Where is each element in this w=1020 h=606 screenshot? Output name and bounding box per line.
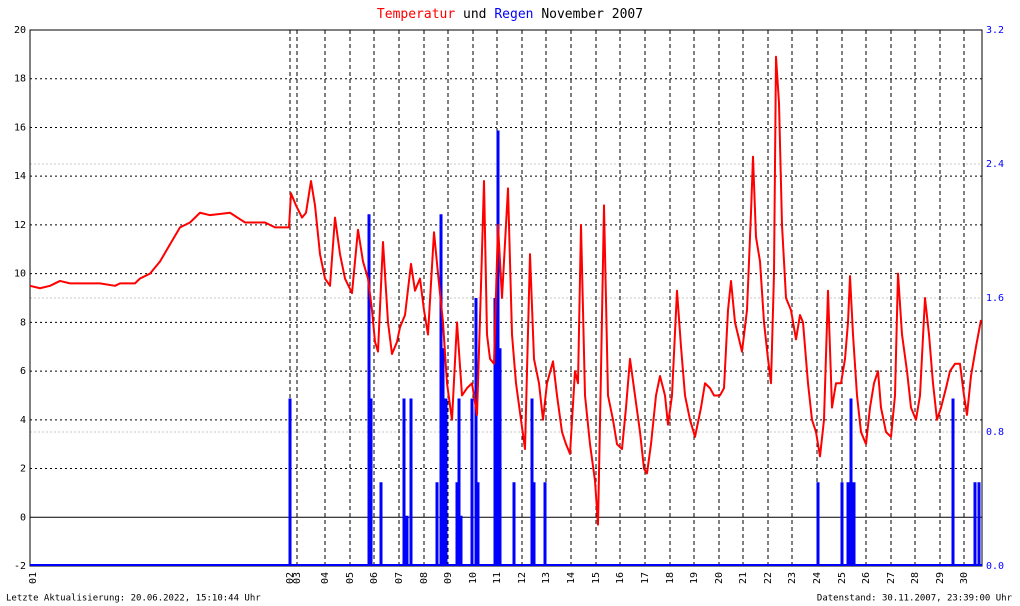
footer-right: Datenstand: 30.11.2007, 23:39:00 Uhr xyxy=(817,594,1013,604)
rain-bar xyxy=(435,482,439,566)
chart-title: Temperatur und Regen November 2007 xyxy=(377,7,643,22)
y-tick-label: 2 xyxy=(20,464,26,475)
y-tick-label: 6 xyxy=(20,366,26,377)
rain-bar xyxy=(543,482,547,566)
rain-bar xyxy=(369,398,373,566)
rain-bar xyxy=(512,482,516,566)
y2-tick-label: 2.4 xyxy=(986,159,1004,170)
rain-bar xyxy=(444,398,448,566)
x-tick-label: 30 xyxy=(959,572,970,584)
title-part: Temperatur xyxy=(377,7,455,22)
x-tick-label: 19 xyxy=(689,572,700,584)
rain-bar xyxy=(476,482,480,566)
rain-bar xyxy=(816,482,820,566)
x-tick-label: 16 xyxy=(615,572,626,584)
rain-bar xyxy=(840,482,844,566)
x-tick-label: 04 xyxy=(320,572,331,584)
x-tick-label: 08 xyxy=(419,572,430,584)
rain-bar xyxy=(846,482,850,566)
rain-bar xyxy=(402,398,406,566)
rain-bar xyxy=(493,298,497,566)
y-tick-label: 10 xyxy=(14,269,26,280)
y-tick-label: 8 xyxy=(20,317,26,328)
y-tick-label: 18 xyxy=(14,74,26,85)
x-tick-label: 09 xyxy=(443,572,454,584)
title-part: November 2007 xyxy=(541,7,643,22)
rain-bar xyxy=(498,348,502,566)
rain-bar xyxy=(470,398,474,566)
x-tick-label: 21 xyxy=(738,572,749,584)
rain-bar xyxy=(367,214,371,566)
rain-bar xyxy=(459,515,463,566)
title-part: Regen xyxy=(494,7,533,22)
y2-tick-label: 0.0 xyxy=(986,561,1004,572)
x-tick-label: 13 xyxy=(541,572,552,584)
x-tick-label: 02 xyxy=(285,572,296,584)
x-tick-label: 10 xyxy=(468,572,479,584)
x-tick-label: 28 xyxy=(910,572,921,584)
y-tick-label: 16 xyxy=(14,122,26,133)
rain-bar xyxy=(951,398,955,566)
x-tick-label: 17 xyxy=(640,572,651,584)
y2-tick-label: 3.2 xyxy=(986,25,1004,36)
y-tick-label: 12 xyxy=(14,220,26,231)
rain-bar xyxy=(405,515,409,566)
x-tick-label: 20 xyxy=(714,572,725,584)
x-tick-label: 24 xyxy=(812,572,823,584)
rain-bar xyxy=(496,130,500,566)
x-tick-label: 03 xyxy=(292,572,303,584)
title-part: und xyxy=(463,7,486,22)
x-tick-label: 05 xyxy=(345,572,356,584)
y-tick-label: 0 xyxy=(20,512,26,523)
footer-left: Letzte Aktualisierung: 20.06.2022, 15:10… xyxy=(6,594,261,604)
rain-bar xyxy=(441,348,445,566)
x-tick-label: 06 xyxy=(369,572,380,584)
rain-bar xyxy=(977,482,981,566)
y-tick-label: 14 xyxy=(14,171,26,182)
x-tick-label: 11 xyxy=(492,572,503,584)
rain-bar xyxy=(409,398,413,566)
y2-tick-label: 1.6 xyxy=(986,293,1004,304)
rain-bar xyxy=(530,398,534,566)
x-tick-label: 18 xyxy=(665,572,676,584)
y-tick-label: 20 xyxy=(14,25,26,36)
x-tick-label: 12 xyxy=(517,572,528,584)
rain-bar xyxy=(455,482,459,566)
rain-bar xyxy=(288,398,292,566)
rain-bar xyxy=(457,398,461,566)
temperature-line xyxy=(29,55,982,526)
x-tick-label: 14 xyxy=(566,572,577,584)
x-tick-label: 27 xyxy=(886,572,897,584)
rain-bar xyxy=(532,482,536,566)
x-tick-label: 07 xyxy=(394,572,405,584)
x-tick-label: 15 xyxy=(591,572,602,584)
y-tick-label: -2 xyxy=(14,561,26,572)
rain-bar xyxy=(474,298,478,566)
x-tick-label: 22 xyxy=(763,572,774,584)
rain-bar xyxy=(379,482,383,566)
x-tick-label: 01 xyxy=(28,572,39,584)
rain-bar xyxy=(439,214,443,566)
rain-bar xyxy=(852,482,856,566)
y-tick-label: 4 xyxy=(20,415,26,426)
rain-bar xyxy=(973,482,977,566)
x-tick-label: 23 xyxy=(787,572,798,584)
x-tick-label: 25 xyxy=(837,572,848,584)
x-tick-label: 26 xyxy=(861,572,872,584)
y2-tick-label: 0.8 xyxy=(986,427,1004,438)
x-tick-label: 29 xyxy=(935,572,946,584)
rain-bar xyxy=(849,398,853,566)
